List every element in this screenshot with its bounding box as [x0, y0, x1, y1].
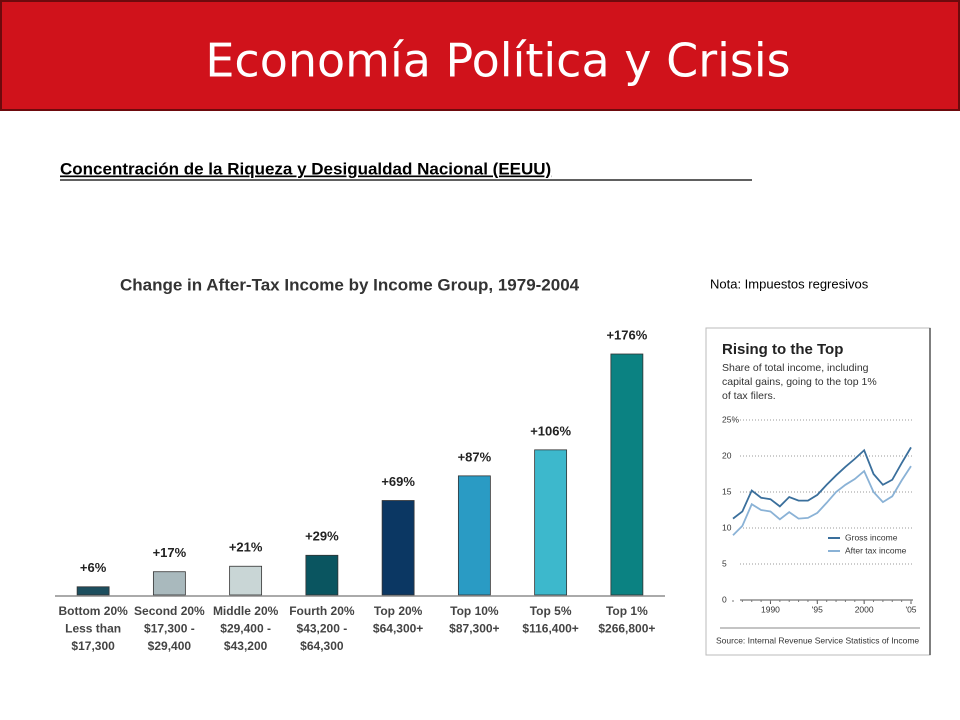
line-chart-title: Rising to the Top — [722, 341, 843, 358]
y-tick-label: 15 — [722, 486, 732, 496]
category-label: Top 20% — [374, 604, 423, 618]
value-label: +21% — [229, 540, 263, 555]
source: Source: Internal Revenue Service Statist… — [716, 635, 919, 645]
bar — [229, 565, 263, 596]
x-tick-label: 1990 — [761, 604, 780, 614]
series-line — [732, 465, 912, 536]
category-label: $64,300+ — [373, 622, 423, 636]
value-label: +6% — [80, 560, 107, 575]
header-band — [0, 0, 960, 111]
line-chart-subtitle: Share of total income, including — [722, 362, 869, 374]
bar — [76, 586, 110, 596]
y-tick-label: 0 — [722, 594, 727, 604]
category-label: Less than — [65, 622, 121, 636]
value-label: +69% — [381, 474, 415, 489]
category-label: $87,300+ — [449, 622, 499, 636]
legend-label: After tax income — [845, 545, 907, 555]
bar — [610, 353, 644, 596]
x-tick-label: '95 — [812, 604, 823, 614]
category-label: Top 5% — [530, 604, 572, 618]
series-line — [732, 446, 912, 520]
category-label: $43,200 — [224, 639, 268, 653]
bar — [457, 475, 491, 596]
category-label: Bottom 20% — [58, 604, 128, 618]
category-label: $17,300 — [71, 639, 115, 653]
line-chart-subtitle: capital gains, going to the top 1% — [722, 376, 877, 388]
note: Nota: Impuestos regresivos — [710, 276, 869, 291]
category-label: Top 10% — [450, 604, 499, 618]
category-label: Second 20% — [134, 604, 205, 618]
category-label: Top 1% — [606, 604, 648, 618]
slide-subtitle: Concentración de la Riqueza y Desigualda… — [60, 159, 551, 178]
category-label: $29,400 — [148, 639, 192, 653]
value-label: +106% — [530, 423, 571, 438]
value-label: +17% — [153, 545, 187, 560]
bar — [305, 554, 339, 596]
legend-label: Gross income — [845, 532, 898, 542]
category-label: $29,400 - — [220, 622, 271, 636]
y-tick-label: 20 — [722, 450, 732, 460]
category-label: $17,300 - — [144, 622, 195, 636]
bar — [534, 449, 568, 596]
category-label: $64,300 — [300, 639, 344, 653]
category-label: Fourth 20% — [289, 604, 355, 618]
category-label: $43,200 - — [297, 622, 348, 636]
slide-title: Economía Política y Crisis — [205, 34, 790, 88]
category-label: $116,400+ — [522, 622, 578, 636]
y-tick-label: 10 — [722, 522, 732, 532]
y-tick-label: 25% — [722, 414, 739, 424]
bar-chart-title: Change in After-Tax Income by Income Gro… — [120, 275, 580, 294]
x-tick-label: 2000 — [855, 604, 874, 614]
bar — [381, 500, 415, 596]
value-label: +29% — [305, 529, 339, 544]
x-tick-label: '05 — [905, 604, 916, 614]
line-chart-subtitle: of tax filers. — [722, 390, 776, 402]
y-tick-label: 5 — [722, 558, 727, 568]
category-label: $266,800+ — [598, 622, 655, 636]
value-label: +176% — [606, 327, 647, 342]
bar — [152, 571, 186, 596]
value-label: +87% — [458, 449, 492, 464]
category-label: Middle 20% — [213, 604, 279, 618]
